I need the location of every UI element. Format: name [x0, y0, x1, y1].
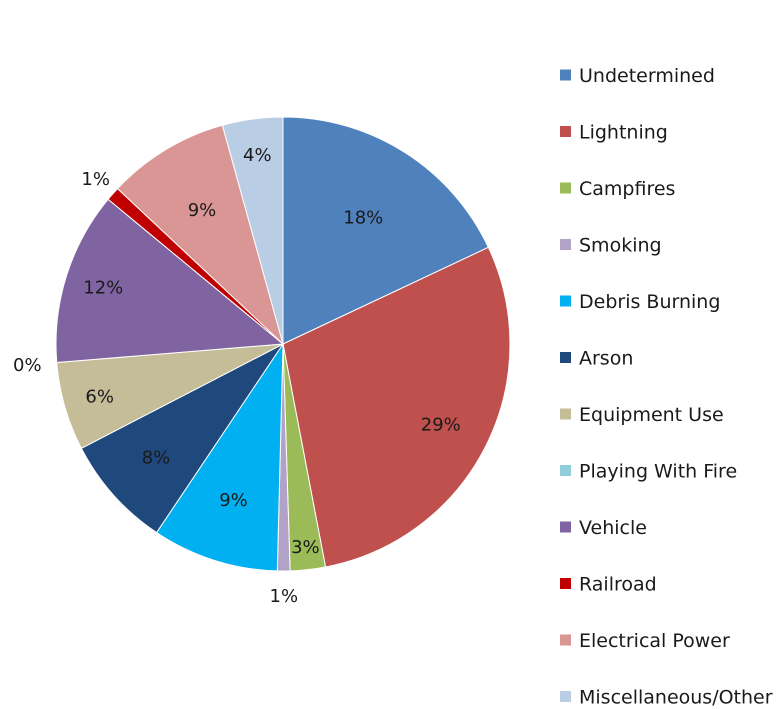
pie-slice-undetermined: [282, 116, 490, 345]
legend-swatch-equipment-use: [560, 408, 571, 420]
data-label-arson: 8%: [142, 447, 171, 468]
data-label-undetermined: 18%: [343, 208, 383, 229]
data-label-debris-burning: 9%: [219, 490, 248, 511]
legend-item-railroad: Railroad: [560, 574, 657, 596]
legend-item-smoking: Smoking: [560, 235, 662, 257]
pie-slice-debris-burning: [155, 342, 284, 572]
legend-swatch-debris-burning: [560, 295, 571, 307]
legend-label-smoking: Smoking: [579, 235, 662, 257]
legend-label-railroad: Railroad: [579, 574, 657, 596]
legend-item-playing-with-fire: Playing With Fire: [560, 461, 737, 483]
legend-item-debris-burning: Debris Burning: [560, 291, 720, 313]
data-label-smoking: 1%: [270, 586, 299, 607]
legend-label-equipment-use: Equipment Use: [579, 404, 724, 426]
pie-slices: [55, 116, 511, 572]
pie-slice-arson: [80, 343, 284, 534]
data-label-electrical-power: 9%: [188, 200, 217, 221]
legend-swatch-undetermined: [560, 69, 571, 81]
legend-label-playing-with-fire: Playing With Fire: [579, 461, 737, 483]
legend-swatch-smoking: [560, 239, 571, 250]
data-label-vehicle: 12%: [83, 278, 123, 299]
legend-label-electrical-power: Electrical Power: [579, 630, 730, 652]
legend-item-vehicle: Vehicle: [560, 517, 647, 539]
legend-label-campfires: Campfires: [579, 178, 675, 200]
pie-slice-vehicle: [55, 198, 285, 364]
pie-data-labels: 18% 29% 3% 1% 9% 8% 6% 0% 12% 1% 9% 4%: [13, 145, 461, 607]
legend-swatch-playing-with-fire: [560, 465, 571, 476]
data-label-playing-with-fire: 0%: [13, 355, 42, 376]
legend-label-lightning: Lightning: [579, 122, 668, 144]
pie-slice-miscellaneous-other: [221, 116, 284, 345]
legend-label-miscellaneous-other: Miscellaneous/Other: [579, 687, 773, 709]
pie-slice-lightning: [282, 246, 511, 568]
data-label-campfires: 3%: [291, 537, 320, 558]
data-label-equipment-use: 6%: [85, 387, 114, 408]
legend-swatch-railroad: [560, 578, 571, 589]
legend-swatch-arson: [560, 352, 571, 363]
legend-item-electrical-power: Electrical Power: [560, 630, 730, 652]
legend-label-undetermined: Undetermined: [579, 65, 715, 87]
pie-slice-electrical-power: [116, 124, 284, 346]
legend-swatch-lightning: [560, 126, 571, 137]
legend-label-vehicle: Vehicle: [579, 517, 647, 539]
legend-item-undetermined: Undetermined: [560, 65, 715, 87]
legend-item-lightning: Lightning: [560, 122, 668, 144]
legend-item-arson: Arson: [560, 348, 633, 370]
data-label-railroad: 1%: [81, 169, 110, 190]
legend-swatch-vehicle: [560, 521, 571, 533]
legend-item-campfires: Campfires: [560, 178, 675, 200]
legend-swatch-electrical-power: [560, 634, 571, 646]
data-label-lightning: 29%: [421, 414, 461, 435]
data-label-miscellaneous-other: 4%: [243, 145, 272, 166]
legend-label-debris-burning: Debris Burning: [579, 291, 720, 313]
legend-swatch-campfires: [560, 182, 571, 194]
legend-swatch-miscellaneous-other: [560, 691, 571, 702]
legend-label-arson: Arson: [579, 348, 633, 370]
legend-item-equipment-use: Equipment Use: [560, 404, 724, 426]
legend-item-miscellaneous-other: Miscellaneous/Other: [560, 687, 773, 709]
legend: Undetermined Lightning Campfires Smoking Deb…: [560, 65, 773, 709]
